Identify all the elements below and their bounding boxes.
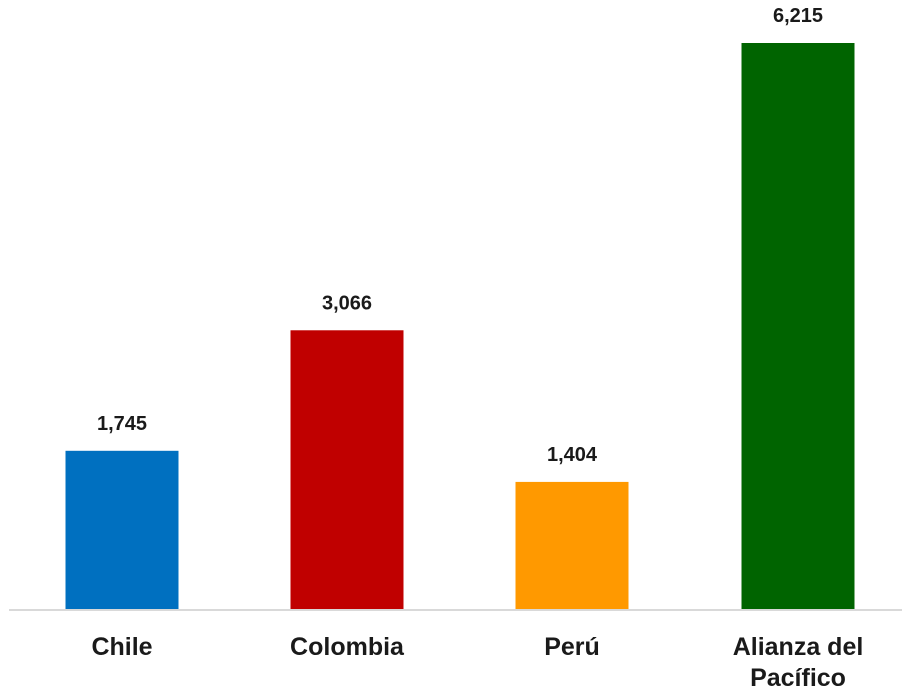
category-labels-group: Chile Colombia Perú Alianza del Pacífico	[91, 633, 863, 692]
bar-0	[65, 450, 179, 610]
bar-3	[741, 43, 855, 610]
category-label-line: Chile	[91, 633, 152, 661]
category-label-line: Perú	[544, 633, 600, 661]
bars-group	[65, 43, 855, 610]
category-label-0: Chile	[91, 633, 152, 661]
category-label-line: Alianza del	[733, 633, 864, 661]
category-label-3: Alianza del Pacífico	[733, 633, 864, 692]
bar-1	[290, 330, 404, 610]
category-label-line: Pacífico	[750, 664, 846, 692]
value-label-1: 3,066	[322, 292, 372, 314]
category-label-1: Colombia	[290, 633, 405, 661]
value-label-2: 1,404	[547, 444, 598, 466]
value-labels-group: 1,745 3,066 1,404 6,215	[97, 5, 823, 466]
bar-2	[515, 481, 629, 610]
category-label-2: Perú	[544, 633, 600, 661]
category-label-line: Colombia	[290, 633, 405, 661]
value-label-3: 6,215	[773, 5, 823, 27]
value-label-0: 1,745	[97, 413, 147, 435]
